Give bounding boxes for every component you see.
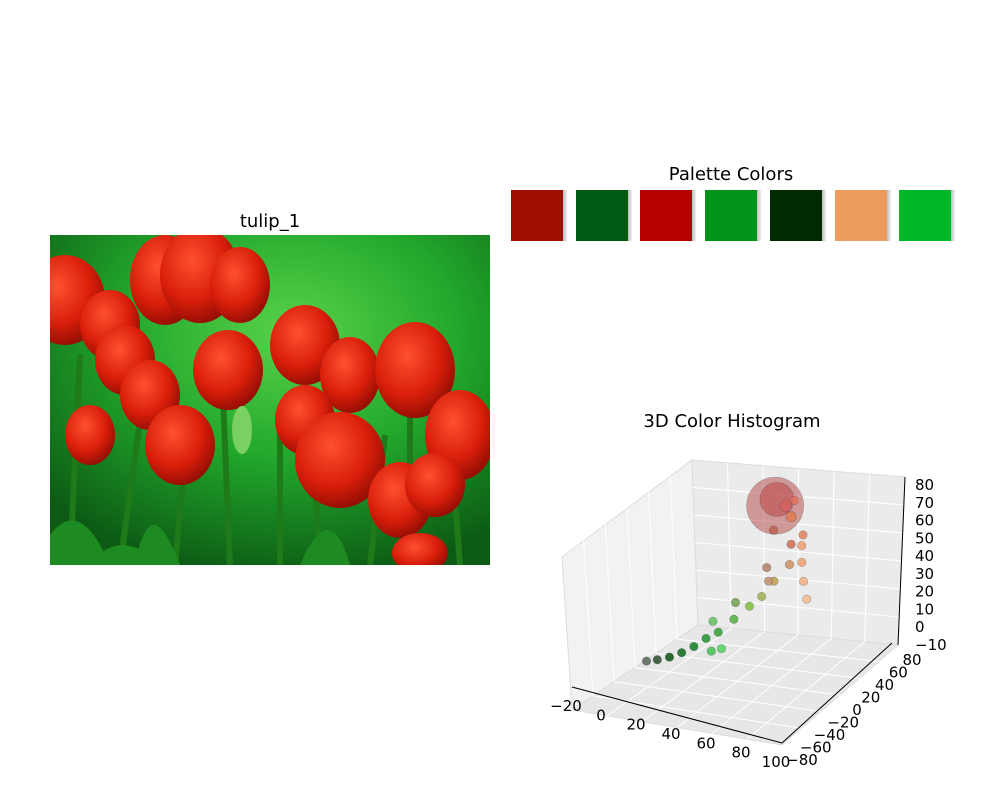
palette-swatch [705, 190, 762, 241]
palette-swatch [575, 190, 632, 241]
tick-label: 0 [915, 618, 925, 636]
tick-label: 40 [915, 547, 934, 565]
data-point [706, 646, 716, 656]
tick-label: 80 [731, 744, 750, 762]
data-point [784, 560, 795, 570]
axis-lines [571, 476, 906, 744]
palette-swatch [769, 190, 826, 241]
tick-label: 60 [696, 734, 715, 752]
data-point [759, 482, 795, 517]
data-point [689, 641, 699, 652]
data-point [769, 525, 779, 535]
data-point [762, 563, 772, 573]
tick-label: 10 [915, 600, 934, 618]
tick-label: −60 [800, 739, 832, 757]
tick-label: 40 [661, 725, 680, 743]
data-point [708, 616, 718, 626]
tick-label: 0 [596, 706, 606, 724]
tick-label: −20 [550, 697, 582, 715]
data-point [701, 633, 711, 644]
data-point [797, 557, 807, 567]
data-point [652, 655, 662, 665]
palette-swatch [511, 190, 567, 241]
palette-swatch [834, 190, 891, 241]
data-point [802, 594, 812, 604]
palette-swatch [640, 190, 697, 241]
data-point [789, 495, 799, 505]
image-title: tulip_1 [239, 211, 301, 232]
data-point [799, 576, 809, 586]
tick-label: −40 [814, 726, 846, 744]
tick-label: −20 [827, 714, 859, 732]
tick-label: 60 [915, 512, 934, 530]
data-point [729, 614, 739, 624]
tick-label: 20 [626, 716, 645, 734]
data-point [764, 576, 774, 586]
data-point [779, 499, 793, 513]
data-point [757, 591, 767, 601]
tick-label: 20 [915, 583, 934, 601]
color-histogram-3d: −20020406080100−80−60−40−20020406080−100… [550, 459, 947, 771]
data-point [677, 648, 687, 658]
palette-swatch [899, 190, 956, 241]
data-point [713, 627, 723, 637]
tick-label: 70 [915, 494, 934, 512]
palette-title: Palette Colors [668, 164, 794, 185]
data-point [798, 530, 808, 540]
tick-label: 80 [902, 651, 921, 669]
tick-label: 80 [915, 476, 934, 494]
tick-label: 50 [915, 529, 934, 547]
tick-label: −10 [915, 636, 947, 654]
tick-label: −80 [786, 751, 818, 769]
data-point [744, 601, 755, 611]
tulip-photo [50, 235, 490, 565]
tick-label: 20 [861, 689, 880, 707]
data-point [797, 541, 807, 551]
data-point [785, 511, 797, 523]
data-point [664, 652, 675, 662]
tick-label: 0 [852, 701, 862, 719]
tick-label: 60 [889, 664, 908, 682]
tick-label: 100 [762, 753, 791, 771]
histogram-title: 3D Color Histogram [643, 411, 821, 432]
data-point [641, 656, 652, 666]
data-point [716, 644, 727, 654]
tick-label: 40 [875, 676, 894, 694]
data-point [730, 598, 741, 608]
tick-label: 30 [915, 565, 934, 583]
grid-lines [583, 462, 904, 740]
data-point [786, 539, 796, 549]
